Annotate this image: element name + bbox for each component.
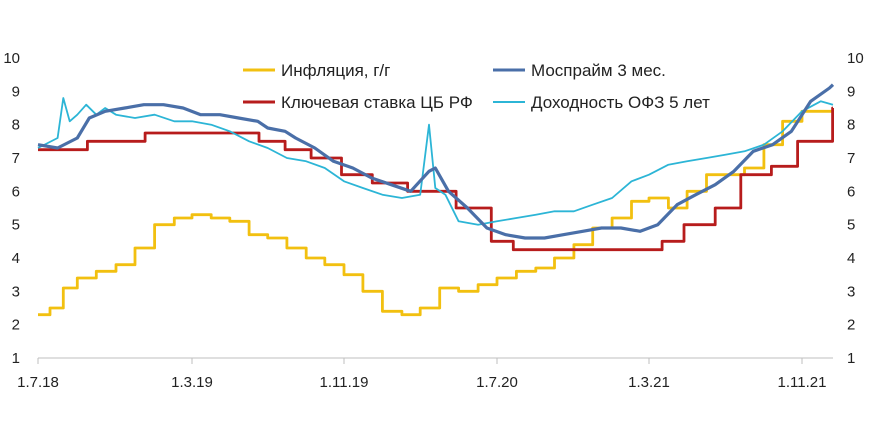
y-tick-label-right: 3	[847, 283, 855, 300]
y-tick-label-left: 9	[12, 83, 20, 100]
y-tick-label-left: 10	[3, 50, 20, 67]
y-tick-label-right: 9	[847, 83, 855, 100]
x-tick-label: 1.7.20	[476, 374, 518, 391]
series-line-3	[37, 83, 835, 240]
y-tick-label-left: 3	[12, 283, 20, 300]
y-tick-label-right: 4	[847, 250, 855, 267]
y-tick-label-left: 5	[12, 217, 20, 234]
legend-label: Доходность ОФЗ 5 лет	[531, 93, 710, 112]
series-line-2	[38, 106, 834, 252]
y-tick-label-left: 2	[12, 317, 20, 334]
axes: 1.7.18 1.3.19 1.11.19 1.7.20 1.3.21 1.11.21 1 1…	[3, 50, 863, 391]
y-tick-label-left: 6	[12, 183, 20, 200]
y-tick-label-right: 1	[847, 350, 855, 367]
y-tick-label-right: 2	[847, 317, 855, 334]
legend-label: Инфляция, г/г	[281, 61, 390, 80]
legend-label: Моспрайм 3 мес.	[531, 61, 666, 80]
y-tick-label-right: 5	[847, 217, 855, 234]
legend: Инфляция, г/г Моспрайм 3 мес. Ключевая ста…	[243, 61, 710, 112]
y-tick-label-left: 7	[12, 150, 20, 167]
series-layer	[37, 83, 835, 317]
y-tick-label-left: 4	[12, 250, 20, 267]
x-tick-label: 1.7.18	[17, 374, 59, 391]
series-line-1	[38, 109, 833, 317]
y-tick-label-right: 10	[847, 50, 864, 67]
y-tick-label-right: 6	[847, 183, 855, 200]
y-tick-label-right: 7	[847, 150, 855, 167]
x-tick-label: 1.11.21	[778, 374, 827, 391]
y-tick-label-left: 8	[12, 117, 20, 134]
x-tick-label: 1.3.19	[171, 374, 213, 391]
y-tick-label-left: 1	[12, 350, 20, 367]
legend-label: Ключевая ставка ЦБ РФ	[281, 93, 473, 112]
x-tick-label: 1.3.21	[628, 374, 670, 391]
x-tick-label: 1.11.19	[320, 374, 369, 391]
series-line-4	[37, 97, 834, 226]
y-tick-label-right: 8	[847, 117, 855, 134]
